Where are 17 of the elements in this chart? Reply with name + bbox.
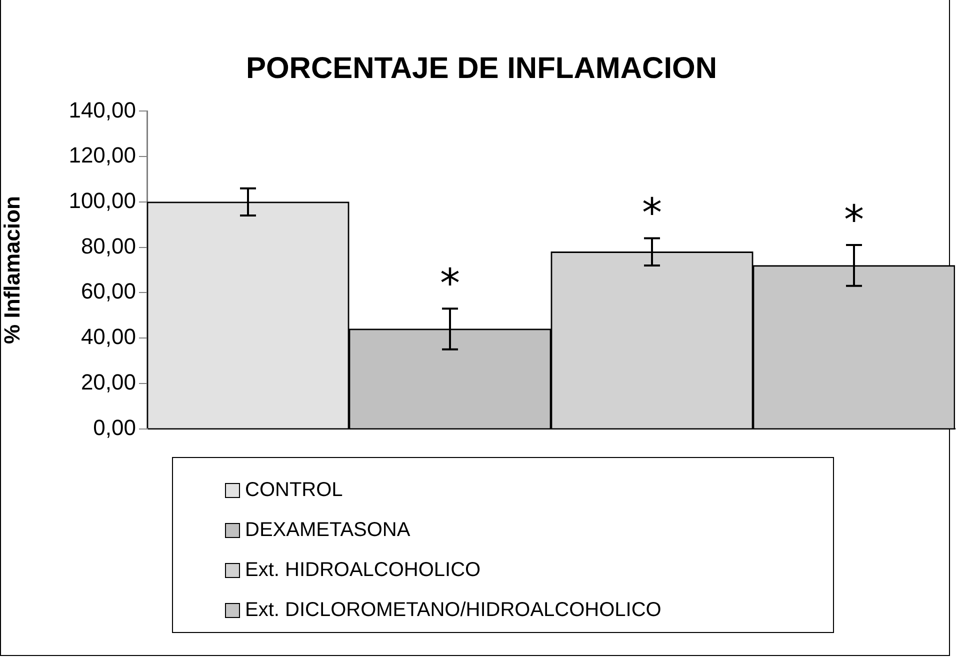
annotation: * [642,190,662,237]
y-tick-label: 40,00 [80,324,136,350]
y-tick-label: 60,00 [80,278,136,304]
legend-label: Ext. HIDROALCOHOLICO [245,558,481,582]
y-tick-label: 100,00 [68,188,136,214]
y-tick-label: 120,00 [68,142,136,168]
chart-title: PORCENTAJE DE INFLAMACION [244,52,718,86]
legend-label: CONTROL [245,478,343,502]
annotation: * [844,197,864,244]
y-axis-title: % Inflamacion [0,196,24,344]
legend-label: DEXAMETASONA [245,518,410,542]
y-tick-label: 20,00 [80,369,136,394]
y-tick-label: 140,00 [68,97,136,122]
y-tick-label: 80,00 [80,233,136,258]
annotation: * [440,260,460,307]
y-tick-label: 0,00 [93,414,136,440]
legend-label: Ext. DICLOROMETANO/HIDROALCOHOLICO [245,598,662,622]
